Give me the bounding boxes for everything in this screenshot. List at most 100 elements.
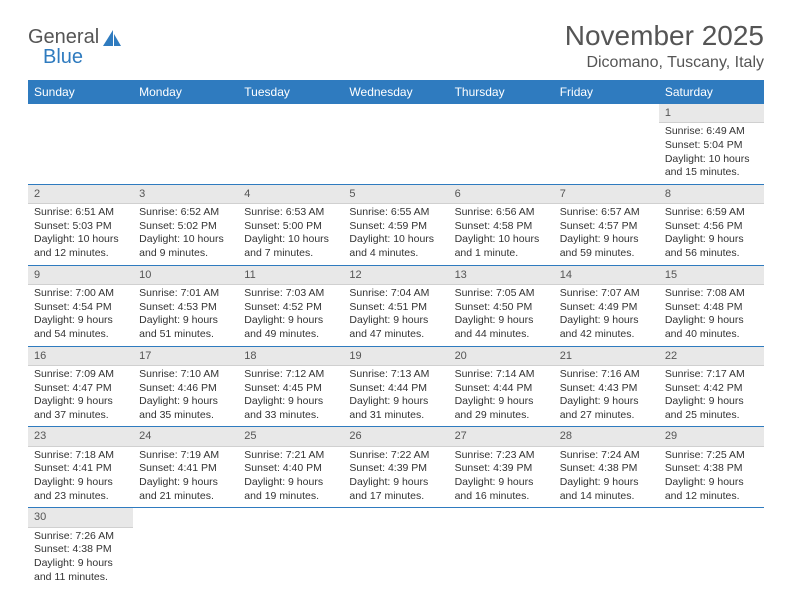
weekday-wednesday: Wednesday	[343, 80, 448, 104]
calendar-day-cell: 25Sunrise: 7:21 AMSunset: 4:40 PMDayligh…	[238, 427, 343, 508]
day-content: Sunrise: 7:08 AMSunset: 4:48 PMDaylight:…	[659, 285, 764, 346]
day-number: 15	[659, 266, 764, 285]
calendar-day-cell: 22Sunrise: 7:17 AMSunset: 4:42 PMDayligh…	[659, 346, 764, 427]
daylight-text: Daylight: 9 hours and 42 minutes.	[560, 314, 653, 341]
calendar-day-cell: 7Sunrise: 6:57 AMSunset: 4:57 PMDaylight…	[554, 184, 659, 265]
daylight-text: Daylight: 9 hours and 47 minutes.	[349, 314, 442, 341]
calendar-day-cell	[343, 508, 448, 588]
day-number: 6	[449, 185, 554, 204]
calendar-day-cell: 6Sunrise: 6:56 AMSunset: 4:58 PMDaylight…	[449, 184, 554, 265]
day-number: 9	[28, 266, 133, 285]
sunrise-text: Sunrise: 7:10 AM	[139, 368, 232, 382]
sunset-text: Sunset: 4:58 PM	[455, 220, 548, 234]
day-number: 7	[554, 185, 659, 204]
daylight-text: Daylight: 9 hours and 25 minutes.	[665, 395, 758, 422]
calendar-page: General November 2025 Dicomano, Tuscany,…	[0, 0, 792, 608]
sunrise-text: Sunrise: 7:18 AM	[34, 449, 127, 463]
day-content: Sunrise: 7:17 AMSunset: 4:42 PMDaylight:…	[659, 366, 764, 427]
daylight-text: Daylight: 10 hours and 1 minute.	[455, 233, 548, 260]
sunset-text: Sunset: 4:49 PM	[560, 301, 653, 315]
weekday-thursday: Thursday	[449, 80, 554, 104]
sunrise-text: Sunrise: 7:12 AM	[244, 368, 337, 382]
calendar-day-cell	[133, 508, 238, 588]
daylight-text: Daylight: 9 hours and 12 minutes.	[665, 476, 758, 503]
calendar-day-cell: 16Sunrise: 7:09 AMSunset: 4:47 PMDayligh…	[28, 346, 133, 427]
daylight-text: Daylight: 9 hours and 16 minutes.	[455, 476, 548, 503]
day-content: Sunrise: 6:57 AMSunset: 4:57 PMDaylight:…	[554, 204, 659, 265]
sunset-text: Sunset: 4:59 PM	[349, 220, 442, 234]
sunrise-text: Sunrise: 7:19 AM	[139, 449, 232, 463]
sunset-text: Sunset: 4:47 PM	[34, 382, 127, 396]
daylight-text: Daylight: 10 hours and 7 minutes.	[244, 233, 337, 260]
calendar-week-row: 30Sunrise: 7:26 AMSunset: 4:38 PMDayligh…	[28, 508, 764, 588]
calendar-week-row: 23Sunrise: 7:18 AMSunset: 4:41 PMDayligh…	[28, 427, 764, 508]
calendar-table: Sunday Monday Tuesday Wednesday Thursday…	[28, 80, 764, 588]
brand-name-2: Blue	[43, 46, 83, 69]
sunrise-text: Sunrise: 6:52 AM	[139, 206, 232, 220]
day-content: Sunrise: 7:21 AMSunset: 4:40 PMDaylight:…	[238, 447, 343, 508]
weekday-monday: Monday	[133, 80, 238, 104]
daylight-text: Daylight: 9 hours and 29 minutes.	[455, 395, 548, 422]
calendar-day-cell	[133, 104, 238, 184]
day-number: 16	[28, 347, 133, 366]
daylight-text: Daylight: 9 hours and 40 minutes.	[665, 314, 758, 341]
day-number: 11	[238, 266, 343, 285]
calendar-day-cell	[449, 508, 554, 588]
calendar-day-cell: 20Sunrise: 7:14 AMSunset: 4:44 PMDayligh…	[449, 346, 554, 427]
sunset-text: Sunset: 4:57 PM	[560, 220, 653, 234]
day-content: Sunrise: 6:56 AMSunset: 4:58 PMDaylight:…	[449, 204, 554, 265]
sunset-text: Sunset: 4:43 PM	[560, 382, 653, 396]
day-number: 26	[343, 427, 448, 446]
day-number: 10	[133, 266, 238, 285]
calendar-day-cell: 14Sunrise: 7:07 AMSunset: 4:49 PMDayligh…	[554, 265, 659, 346]
daylight-text: Daylight: 9 hours and 19 minutes.	[244, 476, 337, 503]
calendar-day-cell: 24Sunrise: 7:19 AMSunset: 4:41 PMDayligh…	[133, 427, 238, 508]
calendar-day-cell: 12Sunrise: 7:04 AMSunset: 4:51 PMDayligh…	[343, 265, 448, 346]
sunrise-text: Sunrise: 7:13 AM	[349, 368, 442, 382]
day-number: 12	[343, 266, 448, 285]
sunset-text: Sunset: 4:46 PM	[139, 382, 232, 396]
sunset-text: Sunset: 4:38 PM	[560, 462, 653, 476]
sunrise-text: Sunrise: 7:05 AM	[455, 287, 548, 301]
day-number: 18	[238, 347, 343, 366]
weekday-friday: Friday	[554, 80, 659, 104]
day-number: 2	[28, 185, 133, 204]
daylight-text: Daylight: 9 hours and 31 minutes.	[349, 395, 442, 422]
sunrise-text: Sunrise: 7:03 AM	[244, 287, 337, 301]
sunrise-text: Sunrise: 7:25 AM	[665, 449, 758, 463]
day-number: 29	[659, 427, 764, 446]
day-content: Sunrise: 6:55 AMSunset: 4:59 PMDaylight:…	[343, 204, 448, 265]
daylight-text: Daylight: 9 hours and 49 minutes.	[244, 314, 337, 341]
calendar-week-row: 1Sunrise: 6:49 AMSunset: 5:04 PMDaylight…	[28, 104, 764, 184]
day-content: Sunrise: 7:19 AMSunset: 4:41 PMDaylight:…	[133, 447, 238, 508]
calendar-day-cell: 27Sunrise: 7:23 AMSunset: 4:39 PMDayligh…	[449, 427, 554, 508]
sunrise-text: Sunrise: 7:00 AM	[34, 287, 127, 301]
sail-icon	[101, 28, 123, 48]
day-number: 3	[133, 185, 238, 204]
daylight-text: Daylight: 10 hours and 12 minutes.	[34, 233, 127, 260]
sunrise-text: Sunrise: 7:23 AM	[455, 449, 548, 463]
sunrise-text: Sunrise: 6:56 AM	[455, 206, 548, 220]
sunset-text: Sunset: 5:03 PM	[34, 220, 127, 234]
sunrise-text: Sunrise: 7:01 AM	[139, 287, 232, 301]
day-number: 25	[238, 427, 343, 446]
calendar-day-cell: 26Sunrise: 7:22 AMSunset: 4:39 PMDayligh…	[343, 427, 448, 508]
sunset-text: Sunset: 4:41 PM	[34, 462, 127, 476]
sunset-text: Sunset: 4:51 PM	[349, 301, 442, 315]
day-content: Sunrise: 6:51 AMSunset: 5:03 PMDaylight:…	[28, 204, 133, 265]
sunset-text: Sunset: 4:40 PM	[244, 462, 337, 476]
calendar-day-cell: 29Sunrise: 7:25 AMSunset: 4:38 PMDayligh…	[659, 427, 764, 508]
weekday-header-row: Sunday Monday Tuesday Wednesday Thursday…	[28, 80, 764, 104]
day-content: Sunrise: 7:09 AMSunset: 4:47 PMDaylight:…	[28, 366, 133, 427]
calendar-day-cell	[659, 508, 764, 588]
daylight-text: Daylight: 10 hours and 4 minutes.	[349, 233, 442, 260]
sunrise-text: Sunrise: 6:53 AM	[244, 206, 337, 220]
sunset-text: Sunset: 5:02 PM	[139, 220, 232, 234]
daylight-text: Daylight: 10 hours and 9 minutes.	[139, 233, 232, 260]
day-content: Sunrise: 7:13 AMSunset: 4:44 PMDaylight:…	[343, 366, 448, 427]
calendar-day-cell: 30Sunrise: 7:26 AMSunset: 4:38 PMDayligh…	[28, 508, 133, 588]
sunset-text: Sunset: 4:39 PM	[455, 462, 548, 476]
day-content: Sunrise: 7:26 AMSunset: 4:38 PMDaylight:…	[28, 528, 133, 589]
day-number: 28	[554, 427, 659, 446]
calendar-day-cell	[28, 104, 133, 184]
